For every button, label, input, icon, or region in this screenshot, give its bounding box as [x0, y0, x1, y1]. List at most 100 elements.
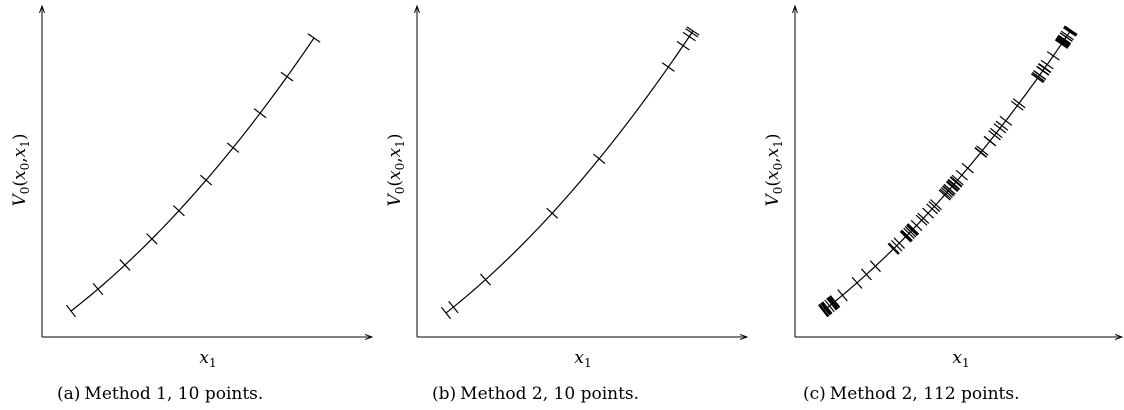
y-axis-label: V0(x0,x1) — [385, 133, 407, 206]
sample-point-mark — [947, 178, 961, 190]
sample-point-mark — [1046, 51, 1060, 61]
sample-point-mark — [1064, 25, 1078, 35]
x-axis-label: x1 — [952, 348, 969, 370]
sample-point-mark — [901, 229, 913, 242]
sample-point-mark — [820, 302, 832, 315]
sample-point-mark — [961, 162, 974, 174]
sample-point-mark — [440, 306, 452, 320]
y-axis-label: V0(x0,x1) — [10, 133, 32, 206]
sample-point-mark — [92, 282, 104, 296]
sample-point-mark — [1058, 34, 1072, 45]
sample-point-mark — [1032, 71, 1045, 82]
sample-point-mark — [899, 231, 912, 243]
sample-point-mark — [253, 108, 267, 119]
x-axis-label: x1 — [199, 348, 216, 370]
sample-point-mark — [851, 276, 863, 289]
chart-a-svg: x1 V0(x0,x1) — [10, 0, 375, 370]
sample-point-mark — [890, 239, 903, 252]
caption-a: (a) Method 1, 10 points. — [57, 384, 267, 404]
sample-point-mark — [827, 297, 838, 310]
series-tick-marks — [818, 25, 1078, 318]
sample-point-mark — [942, 185, 955, 197]
caption-b: (b) Method 2, 10 points. — [432, 384, 643, 404]
sample-point-mark — [686, 26, 700, 36]
chart-panel-a: x1 V0(x0,x1) (a) Method 1, 10 points. — [0, 0, 375, 410]
sample-point-mark — [995, 120, 1009, 131]
sample-point-mark — [930, 199, 942, 211]
sample-point-mark — [1031, 72, 1045, 83]
sample-point-mark — [917, 212, 930, 224]
sample-point-mark — [946, 180, 959, 192]
sample-point-mark — [448, 300, 459, 314]
sample-point-mark — [906, 224, 918, 237]
caption-label: (b) — [432, 384, 457, 404]
sample-point-mark — [307, 33, 321, 43]
sample-point-mark — [546, 207, 559, 219]
series-tick-marks — [440, 26, 700, 320]
sample-point-mark — [226, 142, 240, 153]
sample-point-mark — [820, 303, 831, 316]
sample-point-mark — [926, 203, 939, 215]
sample-point-mark — [888, 242, 900, 255]
chart-b-svg: x1 V0(x0,x1) — [385, 0, 750, 370]
sample-point-mark — [943, 183, 956, 195]
sample-point-mark — [904, 226, 917, 238]
sample-point-mark — [824, 299, 835, 313]
sample-point-mark — [1059, 32, 1073, 42]
sample-point-mark — [887, 243, 899, 255]
caption-label: (a) — [57, 384, 81, 404]
sample-point-mark — [172, 205, 185, 217]
sample-point-mark — [682, 31, 696, 42]
chart-panel-c: x1 V0(x0,x1) (c) Method 2, 112 points. — [750, 0, 1124, 410]
sample-point-mark — [940, 187, 953, 198]
sample-point-mark — [903, 227, 915, 239]
sample-point-mark — [829, 295, 840, 308]
sample-point-mark — [1055, 39, 1069, 49]
sample-point-mark — [200, 174, 213, 186]
sample-point-mark — [922, 207, 935, 219]
chart-c-svg: x1 V0(x0,x1) — [763, 0, 1124, 370]
series-curve — [70, 37, 315, 312]
sample-point-mark — [955, 169, 968, 181]
sample-point-mark — [280, 71, 294, 82]
sample-point-mark — [928, 200, 941, 212]
sample-point-mark — [119, 259, 131, 271]
sample-point-mark — [1060, 30, 1074, 41]
caption-text: Method 2, 10 points. — [460, 384, 640, 404]
sample-point-mark — [939, 188, 952, 200]
sample-point-mark — [65, 304, 77, 318]
sample-point-mark — [818, 304, 829, 317]
sample-point-mark — [893, 237, 905, 249]
sample-point-mark — [480, 273, 491, 286]
caption-text: Method 2, 112 points. — [829, 384, 1020, 404]
sample-point-mark — [1057, 36, 1071, 46]
sample-point-mark — [829, 295, 841, 308]
sample-point-mark — [999, 115, 1013, 126]
sample-point-mark — [988, 130, 1001, 141]
sample-point-mark — [1040, 59, 1054, 70]
sample-point-mark — [915, 214, 928, 226]
sample-point-mark — [592, 153, 606, 164]
sample-point-mark — [821, 301, 832, 315]
sample-point-mark — [1055, 38, 1069, 48]
sample-point-mark — [910, 219, 923, 232]
sample-point-mark — [837, 289, 848, 302]
sample-point-mark — [974, 147, 988, 158]
caption-label: (c) — [803, 384, 826, 404]
sample-point-mark — [993, 123, 1007, 134]
sample-point-mark — [990, 127, 1003, 139]
series-curve — [822, 29, 1072, 312]
sample-point-mark — [676, 40, 690, 51]
caption-c: (c) Method 2, 112 points. — [803, 384, 1024, 404]
series-curve — [445, 30, 694, 314]
sample-point-mark — [146, 233, 158, 245]
sample-point-mark — [938, 189, 951, 201]
sample-point-mark — [828, 296, 839, 309]
sample-point-mark — [951, 174, 964, 186]
sample-point-mark — [1036, 65, 1050, 76]
sample-point-mark — [907, 223, 920, 235]
x-axis-label: x1 — [574, 348, 591, 370]
chart-panel-b: x1 V0(x0,x1) (b) Method 2, 10 points. — [375, 0, 750, 410]
sample-point-mark — [860, 268, 872, 281]
series-tick-marks — [65, 33, 321, 318]
